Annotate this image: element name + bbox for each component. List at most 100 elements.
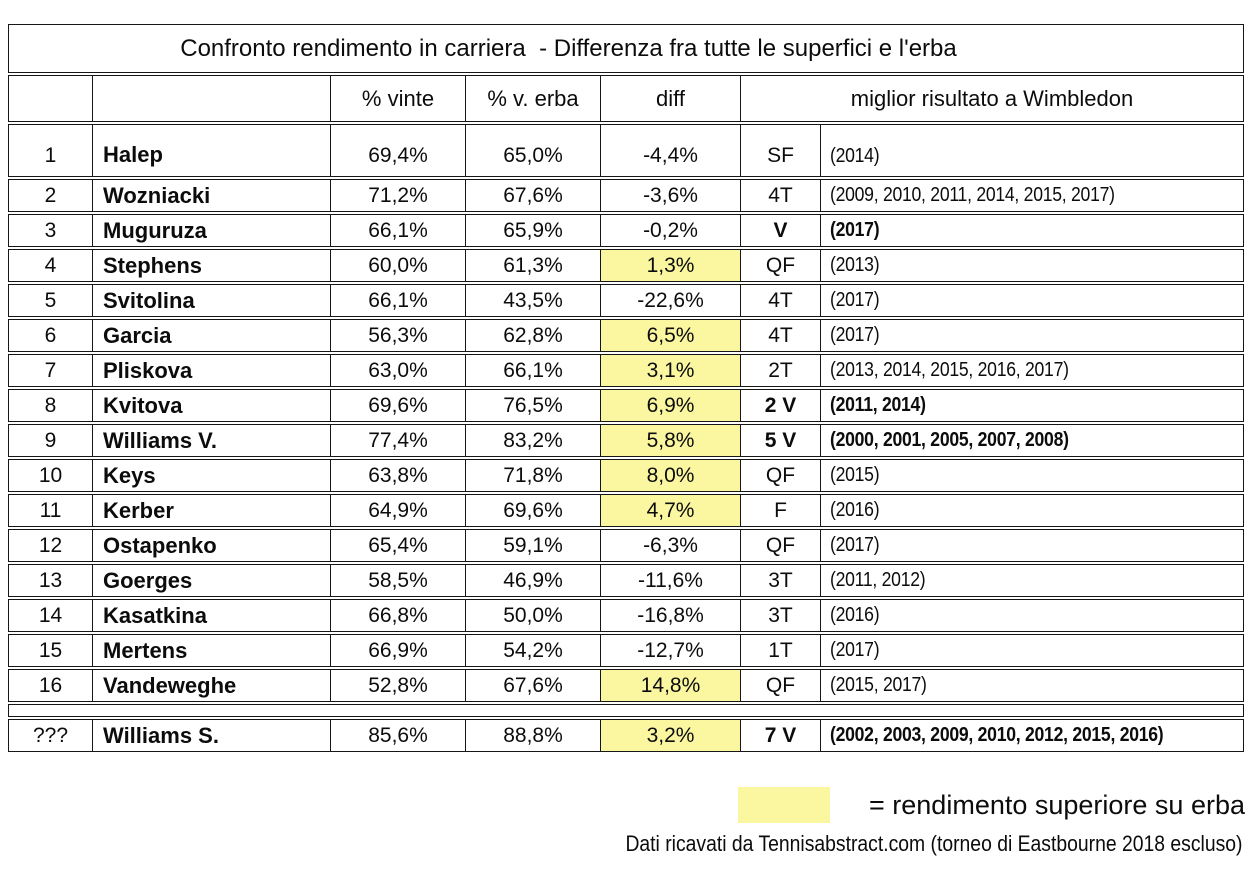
table-row: 6 Garcia 56,3% 62,8% 6,5% 4T (2017) [8, 319, 1244, 352]
rank-cell-text: 6 [44, 323, 57, 347]
years-cell: (2017) [821, 215, 1243, 246]
diff-cell-text: 5,8% [646, 428, 695, 452]
result-cell: QF [741, 250, 821, 281]
result-cell: 4T [741, 180, 821, 211]
rank-cell: ??? [9, 720, 93, 751]
table-row: 10 Keys 63,8% 71,8% 8,0% QF (2015) [8, 459, 1244, 492]
result-cell-text: 2T [768, 358, 793, 382]
player-cell-text: Keys [103, 462, 156, 488]
years-cell: (2013) [821, 250, 1243, 281]
years-cell-text: (2014) [830, 145, 880, 167]
rank-cell: 5 [9, 285, 93, 316]
diff-cell-text: -22,6% [637, 288, 704, 312]
result-cell-text: 5 V [764, 428, 797, 452]
diff-cell: -22,6% [601, 285, 741, 316]
pct-won-cell: 64,9% [331, 495, 466, 526]
pct-won-cell: 66,1% [331, 285, 466, 316]
rank-cell-text: 2 [44, 183, 57, 207]
rank-cell-text: 13 [38, 568, 63, 592]
rank-cell-text: 7 [44, 358, 57, 382]
rank-cell-text: 10 [38, 463, 63, 487]
diff-cell-text: 8,0% [646, 463, 695, 487]
pct-won-cell-text: 52,8% [368, 673, 428, 697]
rank-cell: 11 [9, 495, 93, 526]
player-cell-text: Kerber [103, 497, 174, 523]
pct-won-cell: 63,8% [331, 460, 466, 491]
rank-cell-text: 12 [38, 533, 63, 557]
years-cell-text: (2017) [830, 324, 880, 346]
rank-cell: 8 [9, 390, 93, 421]
pct-won-cell-text: 66,9% [368, 638, 428, 662]
years-cell: (2011, 2014) [821, 390, 1243, 421]
pct-grass-cell: 83,2% [466, 425, 601, 456]
pct-grass-cell-text: 43,5% [503, 288, 563, 312]
rank-cell: 7 [9, 355, 93, 386]
comparison-table: Confronto rendimento in carriera - Diffe… [8, 24, 1244, 752]
pct-won-cell: 66,1% [331, 215, 466, 246]
result-cell-text: 3T [768, 603, 793, 627]
diff-cell-text: -6,3% [643, 533, 698, 557]
pct-won-cell-text: 66,1% [368, 288, 428, 312]
result-cell-text: QF [765, 533, 796, 557]
result-cell: V [741, 215, 821, 246]
diff-cell: 3,2% [601, 720, 741, 751]
diff-cell: -12,7% [601, 635, 741, 666]
table-row: 4 Stephens 60,0% 61,3% 1,3% QF (2013) [8, 249, 1244, 282]
pct-won-cell: 58,5% [331, 565, 466, 596]
years-cell-text: (2017) [830, 289, 880, 311]
player-cell: Muguruza [93, 215, 331, 246]
years-cell-text: (2011, 2014) [830, 394, 926, 416]
pct-won-cell-text: 60,0% [368, 253, 428, 277]
years-cell: (2014) [821, 125, 1243, 176]
years-cell: (2017) [821, 320, 1243, 351]
years-cell-text: (2009, 2010, 2011, 2014, 2015, 2017) [830, 184, 1115, 206]
years-cell-text: (2015, 2017) [830, 674, 927, 696]
pct-grass-cell-text: 59,1% [503, 533, 563, 557]
years-cell-text: (2013) [830, 254, 880, 276]
player-cell: Halep [93, 125, 331, 176]
diff-cell: 5,8% [601, 425, 741, 456]
pct-grass-cell: 46,9% [466, 565, 601, 596]
rank-cell: 16 [9, 670, 93, 701]
rank-cell: 12 [9, 530, 93, 561]
pct-grass-cell: 66,1% [466, 355, 601, 386]
footer-credit: Dati ricavati da Tennisabstract.com (tor… [624, 831, 1242, 856]
pct-grass-cell-text: 61,3% [503, 253, 563, 277]
header-player-cell [93, 76, 331, 121]
player-cell: Kerber [93, 495, 331, 526]
result-cell: 2 V [741, 390, 821, 421]
pct-won-cell-text: 63,0% [368, 358, 428, 382]
pct-won-cell: 52,8% [331, 670, 466, 701]
result-cell: QF [741, 670, 821, 701]
pct-grass-cell: 71,8% [466, 460, 601, 491]
pct-won-cell-text: 63,8% [368, 463, 428, 487]
player-cell: Ostapenko [93, 530, 331, 561]
player-cell: Wozniacki [93, 180, 331, 211]
rank-cell-text: 16 [38, 673, 63, 697]
player-cell: Kasatkina [93, 600, 331, 631]
diff-cell-text: -12,7% [637, 638, 704, 662]
player-cell-text: Vandeweghe [103, 672, 237, 698]
rank-cell-text: 11 [39, 498, 62, 522]
table-row: 7 Pliskova 63,0% 66,1% 3,1% 2T (2013, 2014, 20… [8, 354, 1244, 387]
player-cell: Goerges [93, 565, 331, 596]
years-cell: (2002, 2003, 2009, 2010, 2012, 2015, 201… [821, 720, 1243, 751]
years-cell: (2017) [821, 635, 1243, 666]
pct-grass-cell-text: 67,6% [503, 183, 563, 207]
diff-cell: 3,1% [601, 355, 741, 386]
header-diff: diff [601, 76, 741, 121]
diff-cell-text: 3,1% [646, 358, 695, 382]
header-wimbledon: miglior risultato a Wimbledon [850, 85, 1134, 111]
diff-cell-text: 1,3% [646, 253, 695, 277]
rank-cell: 2 [9, 180, 93, 211]
pct-won-cell-text: 85,6% [368, 723, 428, 747]
table-row: 13 Goerges 58,5% 46,9% -11,6% 3T (2011, 2012) [8, 564, 1244, 597]
pct-won-cell-text: 77,4% [368, 428, 428, 452]
diff-cell: 6,5% [601, 320, 741, 351]
pct-won-cell: 65,4% [331, 530, 466, 561]
rank-cell: 10 [9, 460, 93, 491]
diff-cell: -11,6% [601, 565, 741, 596]
player-cell-text: Kvitova [103, 392, 183, 418]
diff-cell: -3,6% [601, 180, 741, 211]
table-row: 16 Vandeweghe 52,8% 67,6% 14,8% QF (2015, 2017… [8, 669, 1244, 702]
